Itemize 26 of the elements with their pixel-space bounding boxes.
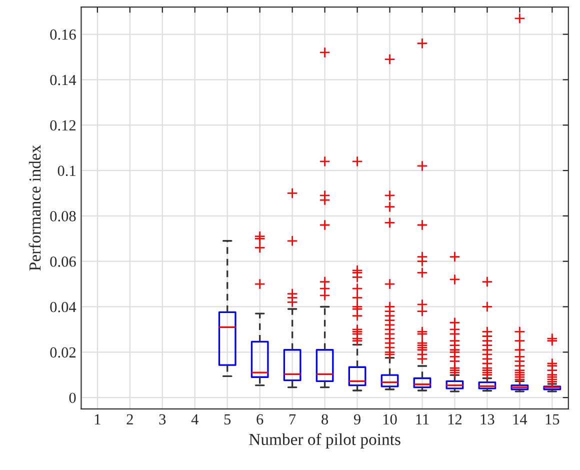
x-tick-label: 1 xyxy=(94,414,100,424)
x-tick-label: 3 xyxy=(159,414,166,425)
x-tick-label: 11 xyxy=(416,414,429,424)
x-tick-label: 4 xyxy=(191,414,198,424)
y-tick-label: 0.1 xyxy=(58,166,76,176)
y-tick-label: 0.04 xyxy=(50,302,76,312)
x-tick-label: 5 xyxy=(224,414,231,425)
x-tick-label: 15 xyxy=(546,414,560,425)
x-tick-label: 7 xyxy=(290,414,296,424)
y-tick-label: 0.14 xyxy=(50,74,76,86)
y-tick-label: 0.08 xyxy=(50,211,76,222)
x-tick-label: 10 xyxy=(383,414,397,425)
x-tick-label: 13 xyxy=(480,414,494,425)
x-tick-label: 12 xyxy=(448,414,462,424)
y-axis-title: Performance index xyxy=(28,145,41,271)
y-tick-label: 0.16 xyxy=(50,29,76,40)
x-tick-label: 9 xyxy=(354,414,360,425)
x-tick-label: 6 xyxy=(256,414,264,425)
y-tick-label: 0.06 xyxy=(50,256,76,267)
x-axis-title: Number of pilot points xyxy=(249,433,400,448)
x-tick-label: 2 xyxy=(126,414,133,424)
y-tick-label: 0 xyxy=(69,392,76,403)
y-tick-label: 0.12 xyxy=(50,120,76,131)
y-tick-label: 0.02 xyxy=(50,347,76,358)
x-tick-label: 14 xyxy=(513,414,528,424)
x-tick-label: 8 xyxy=(322,414,328,425)
